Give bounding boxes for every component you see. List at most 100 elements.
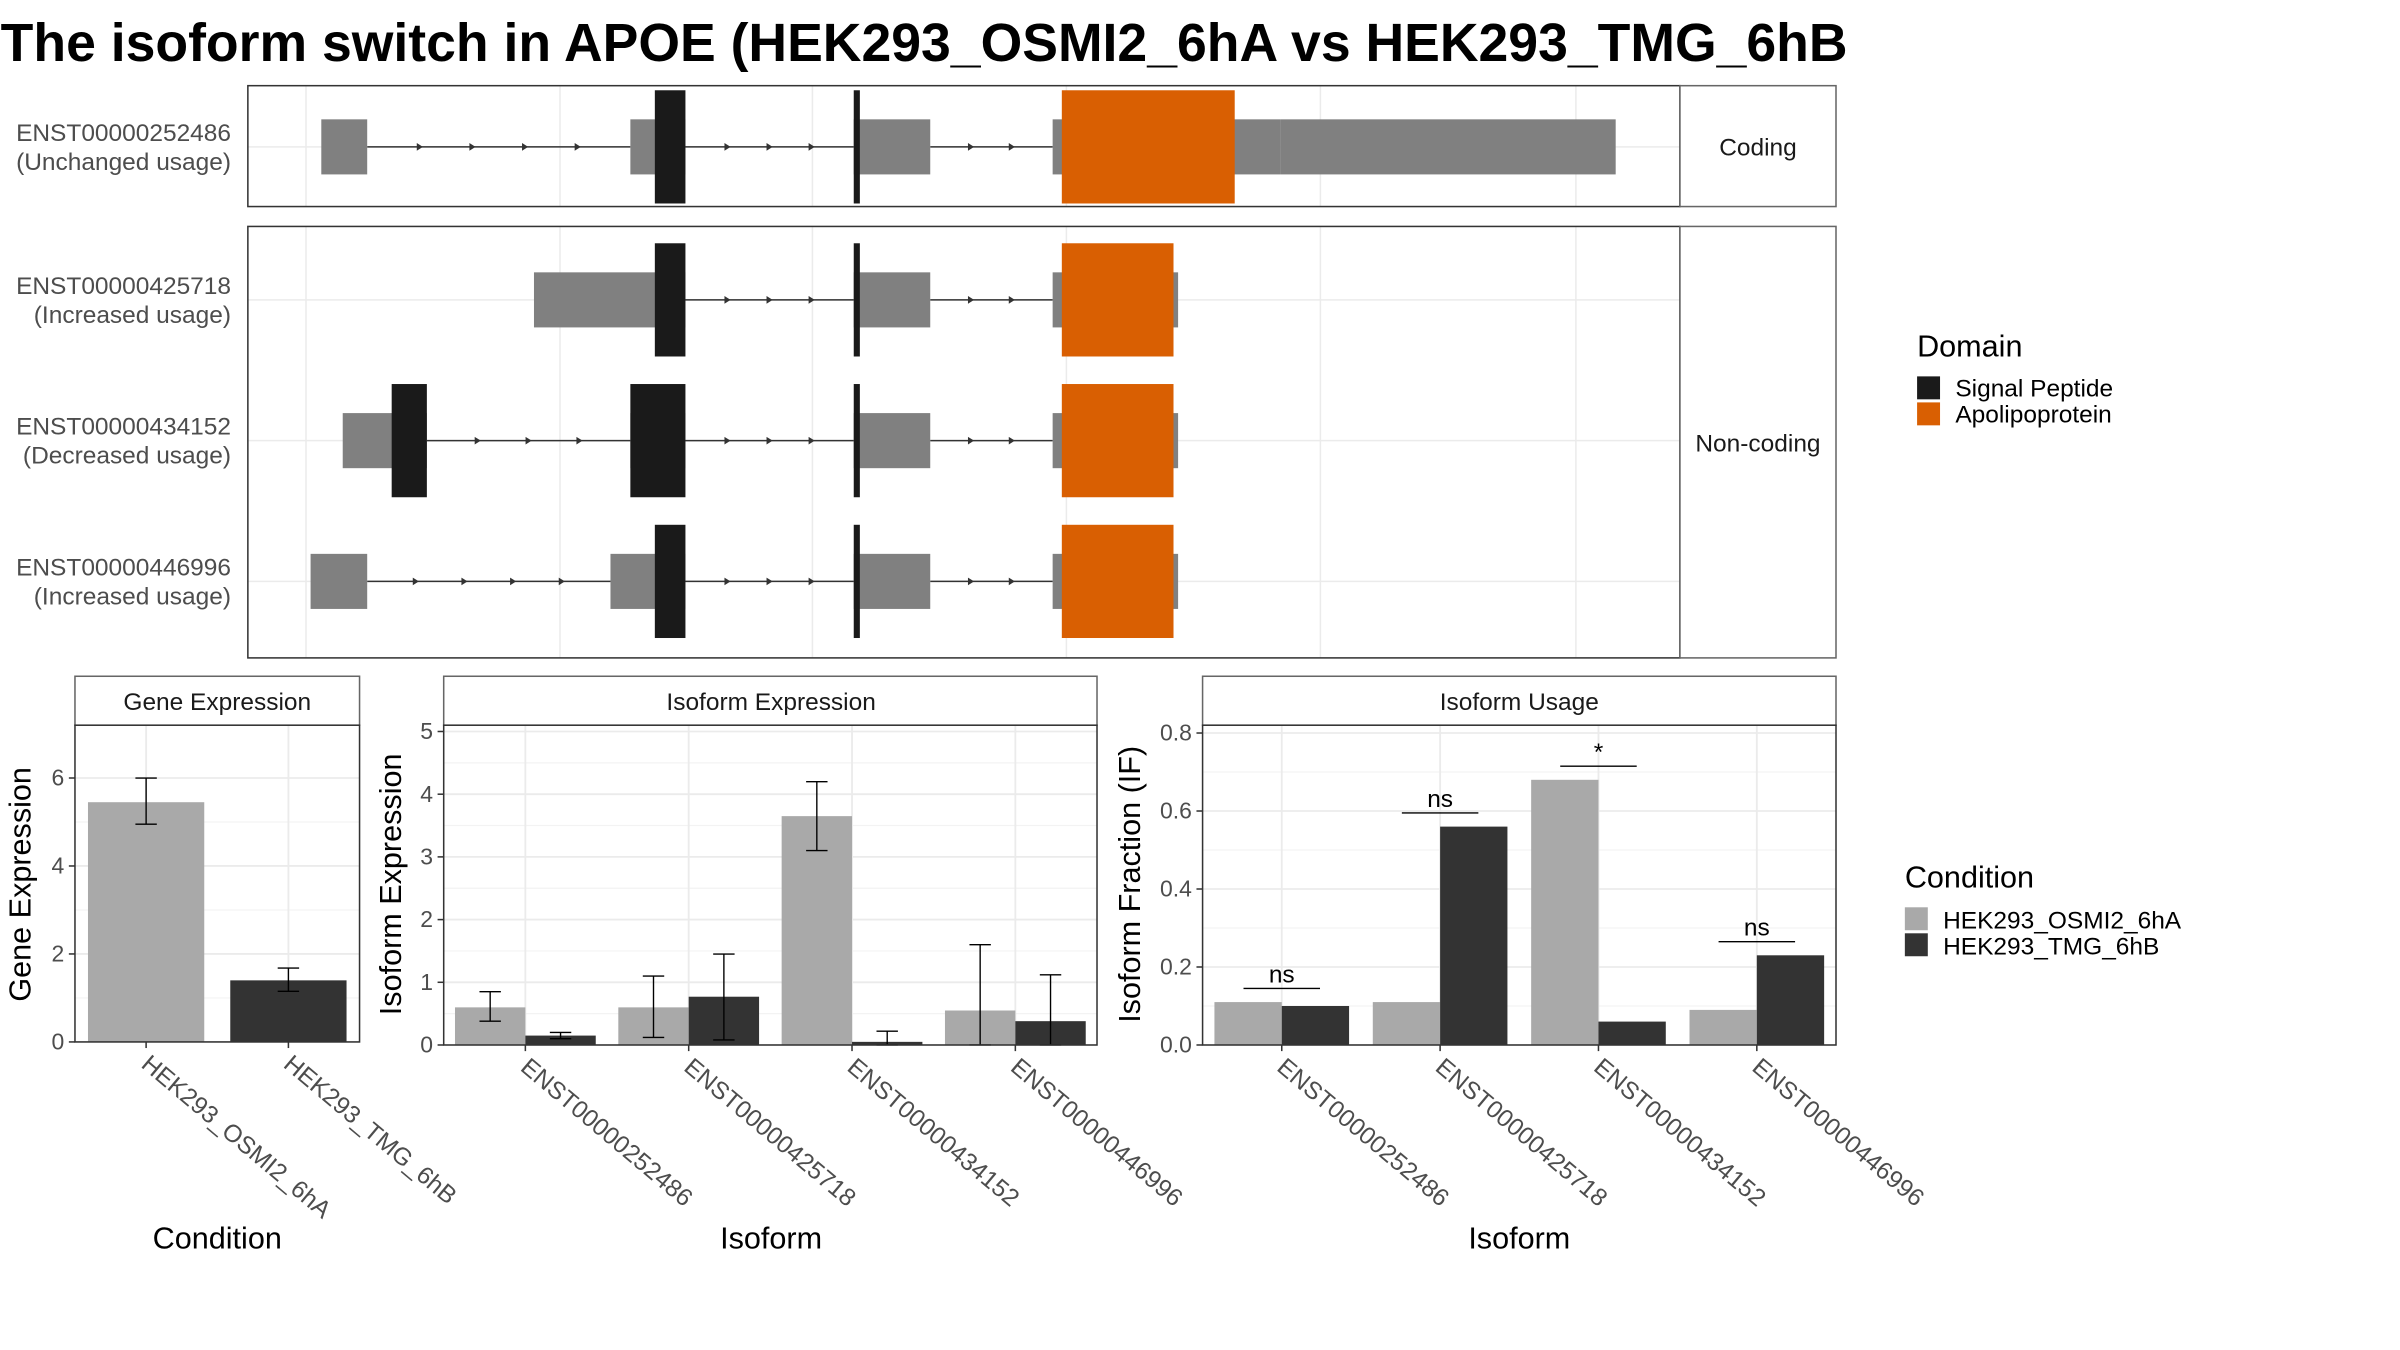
significance-label: ns: [1269, 961, 1295, 988]
facet-strip: [1679, 84, 1837, 208]
y-tick-label: 6: [51, 765, 64, 791]
y-tick-label: 0.0: [1160, 1032, 1192, 1058]
figure-title: The isoform switch in APOE (HEK293_OSMI2…: [1, 14, 1848, 73]
isoform-id-label: ENST00000252486: [16, 120, 231, 147]
intron-arrow: [461, 577, 468, 586]
y-tick-label: 1: [420, 969, 433, 995]
apolipoprotein-domain: [1061, 524, 1174, 639]
exon-block: [853, 272, 931, 328]
signal-peptide-domain: [853, 243, 860, 357]
y-tick-label: 3: [420, 844, 433, 870]
y-tick-label: 0: [420, 1032, 433, 1058]
intron-arrow: [808, 577, 815, 586]
isoform-expression-strip-label: Isoform Expression: [666, 689, 875, 716]
error-bar: [642, 975, 665, 1039]
intron-arrow: [967, 143, 975, 151]
transcript-facet-bg: [247, 226, 1680, 658]
apolipoprotein-domain: [1061, 243, 1174, 357]
y-tick-label: 2: [420, 906, 433, 932]
intron-arrow: [808, 143, 815, 151]
signal-peptide-domain: [654, 524, 686, 639]
intron-arrow: [576, 436, 583, 445]
y-tick-label: 5: [420, 718, 433, 744]
isoform-expression-ylabel: Isoform Expression: [374, 753, 408, 1015]
y-tick-label: 0: [51, 1029, 64, 1055]
y-tick-label: 0.8: [1160, 720, 1192, 746]
exon-block: [310, 553, 368, 609]
intron-arrow: [1008, 577, 1015, 586]
condition-b-legend-label: HEK293_TMG_6hB: [1943, 934, 2159, 961]
bar: [1756, 955, 1825, 1045]
intron-arrow: [469, 143, 476, 151]
apolipoprotein-domain: [1061, 90, 1235, 204]
facet-strip: [1679, 225, 1837, 659]
x-tick-label: ENST00000425718: [679, 1053, 861, 1212]
condition-legend: Condition HEK293_OSMI2_6hA HEK293_TMG_6h…: [1904, 860, 2182, 961]
signal-peptide-domain: [654, 243, 686, 357]
intron-arrow: [510, 577, 517, 586]
bar: [1372, 1002, 1441, 1045]
significance-label: *: [1594, 739, 1604, 766]
isoform-usage-label: (Decreased usage): [23, 443, 231, 470]
error-bar: [479, 991, 501, 1022]
y-tick-label: 4: [420, 781, 433, 807]
error-bar: [806, 780, 828, 852]
gene-expression-xlabel: Condition: [153, 1221, 282, 1255]
bar: [1214, 1002, 1282, 1045]
bar: [1281, 1005, 1350, 1045]
x-tick-label: ENST00000425718: [1430, 1053, 1612, 1212]
error-bar: [135, 777, 157, 825]
gene-expression-strip-label: Gene Expression: [123, 689, 311, 716]
utr-block: [1280, 119, 1616, 175]
signal-peptide-domain: [630, 384, 686, 498]
intron-arrow: [558, 577, 565, 586]
intron-arrow: [808, 436, 815, 445]
error-bar: [713, 953, 735, 1041]
isoform-usage-panel: Isoform Usage 0.0 0.2 0.4 0.6 0.8 ENST0000025…: [1113, 675, 1929, 1255]
facet-strip-label: Non-coding: [1695, 430, 1820, 457]
x-tick-label: ENST00000434152: [1588, 1053, 1770, 1212]
intron-arrow: [1008, 296, 1015, 304]
x-tick-label: ENST00000252486: [515, 1053, 697, 1212]
intron-arrow: [724, 143, 731, 151]
isoform-usage-ylabel: Isoform Fraction (IF): [1113, 746, 1147, 1023]
isoform-usage-label: (Increased usage): [34, 583, 231, 610]
x-tick-label: ENST00000252486: [1272, 1053, 1454, 1212]
isoform-id-label: ENST00000425718: [16, 273, 231, 300]
intron-arrow: [474, 436, 481, 445]
intron-arrow: [808, 296, 815, 304]
domain-legend-title: Domain: [1917, 329, 2022, 363]
significance-label: ns: [1744, 915, 1770, 942]
transcript-panel: ENST00000252486(Unchanged usage) ENST0000…: [16, 84, 1837, 659]
isoform-usage-strip-label: Isoform Usage: [1440, 689, 1599, 716]
bar: [781, 816, 853, 1045]
apolipoprotein-legend-label: Apolipoprotein: [1955, 401, 2111, 428]
exon-block: [853, 119, 931, 175]
bar: [525, 1035, 596, 1045]
signal-peptide-legend-label: Signal Peptide: [1955, 375, 2113, 402]
domain-legend: Domain Signal Peptide Apolipoprotein: [1917, 329, 2113, 428]
apolipoprotein-domain: [1061, 384, 1174, 498]
bar: [1598, 1021, 1666, 1045]
y-tick-label: 0.4: [1160, 876, 1192, 902]
isoform-usage-strip: [1201, 675, 1837, 726]
isoform-id-label: ENST00000446996: [16, 554, 231, 581]
x-tick-label: ENST00000446996: [1005, 1053, 1187, 1212]
isoform-expression-xlabel: Isoform: [720, 1221, 822, 1255]
signal-peptide-domain: [654, 90, 686, 204]
condition-a-swatch: [1904, 907, 1928, 931]
bar: [1531, 779, 1599, 1045]
plot-background: [1202, 725, 1836, 1045]
intron-arrow: [766, 577, 773, 586]
intron-arrow: [766, 143, 773, 151]
gene-expression-frame: [74, 724, 361, 1043]
intron-arrow: [525, 436, 532, 445]
y-tick-label: 4: [51, 853, 64, 879]
signal-peptide-swatch: [1917, 376, 1941, 400]
signal-peptide-domain: [853, 90, 860, 204]
intron-arrow: [412, 577, 419, 586]
error-bar: [549, 1031, 572, 1040]
gene-expression-strip: [74, 675, 361, 726]
intron-arrow: [967, 436, 975, 445]
isoform-id-label: ENST00000434152: [16, 414, 231, 441]
